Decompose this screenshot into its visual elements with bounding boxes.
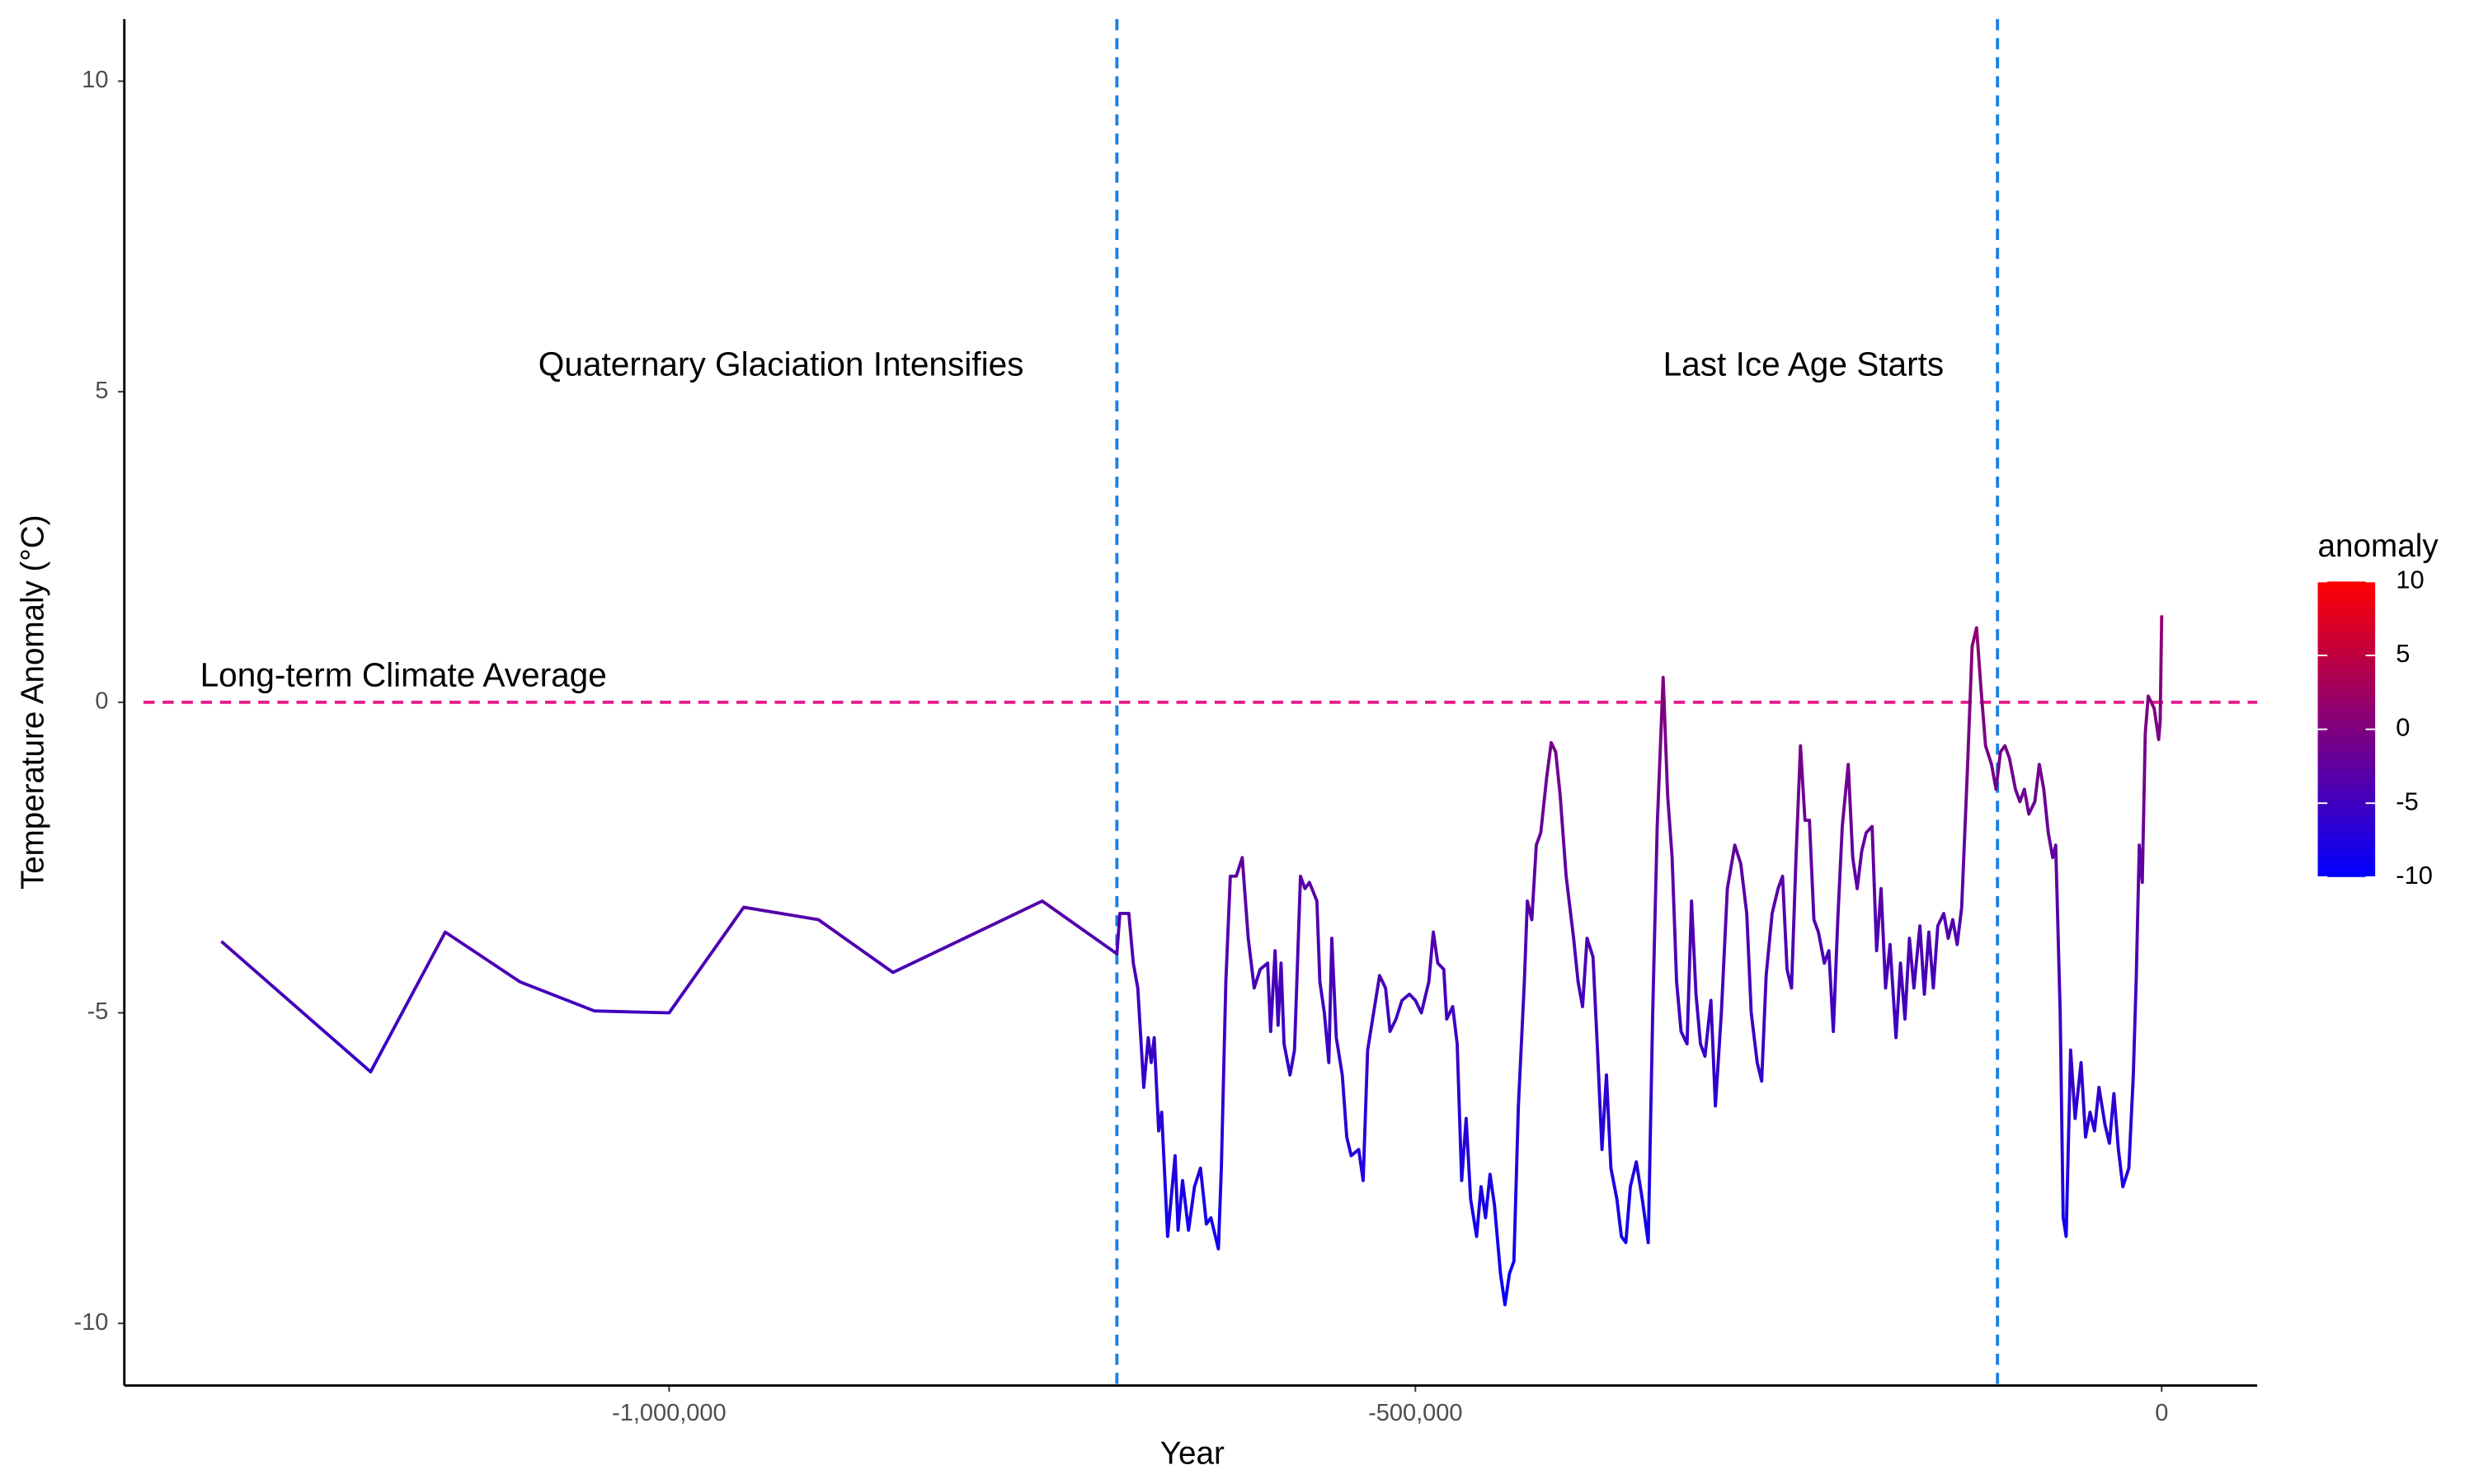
data-line bbox=[220, 615, 2164, 1307]
x-tick-label: 0 bbox=[2155, 1400, 2168, 1426]
y-tick-label: 5 bbox=[95, 378, 108, 404]
annotation: Quaternary Glaciation Intensifies bbox=[539, 345, 1024, 383]
y-tick-label: -10 bbox=[74, 1309, 109, 1336]
legend-label: 10 bbox=[2396, 566, 2424, 594]
x-tick-label: -500,000 bbox=[1368, 1400, 1462, 1426]
legend-label: 0 bbox=[2396, 713, 2410, 742]
y-tick-label: 0 bbox=[95, 688, 108, 714]
legend-label: 5 bbox=[2396, 639, 2410, 668]
x-tick-label: -1,000,000 bbox=[612, 1400, 727, 1426]
annotation: Last Ice Age Starts bbox=[1663, 345, 1945, 383]
legend-label: -5 bbox=[2396, 787, 2418, 815]
legend-label: -10 bbox=[2396, 861, 2433, 890]
y-tick-label: 10 bbox=[82, 67, 108, 93]
x-axis-title: Year bbox=[1160, 1436, 1225, 1472]
y-tick-label: -5 bbox=[87, 998, 109, 1025]
legend-title: anomaly bbox=[2318, 528, 2439, 564]
y-axis-title: Temperature Anomaly (°C) bbox=[16, 515, 51, 890]
annotation: Long-term Climate Average bbox=[200, 655, 607, 693]
